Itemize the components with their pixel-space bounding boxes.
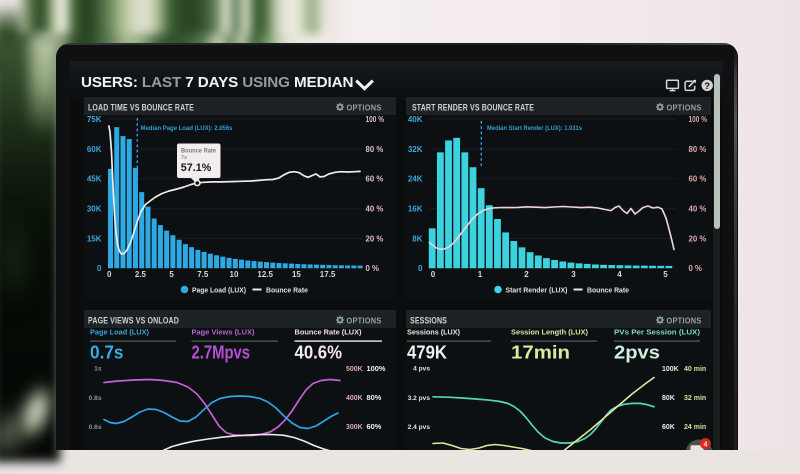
svg-text:16K: 16K [408, 205, 423, 214]
svg-text:12.5: 12.5 [257, 270, 273, 279]
svg-text:0: 0 [97, 264, 102, 273]
svg-text:?: ? [704, 81, 710, 92]
svg-text:OPTIONS: OPTIONS [667, 102, 702, 112]
svg-text:20 %: 20 % [689, 234, 707, 243]
svg-text:2.4 pvs: 2.4 pvs [408, 424, 431, 431]
svg-text:100%: 100% [367, 364, 386, 373]
svg-text:Bounce Rate: Bounce Rate [587, 285, 629, 294]
svg-text:32 min: 32 min [684, 395, 706, 402]
svg-text:4: 4 [617, 270, 622, 279]
svg-text:15: 15 [292, 270, 301, 279]
svg-text:PAGE VIEWS VS ONLOAD: PAGE VIEWS VS ONLOAD [88, 316, 179, 326]
svg-text:Bounce Rate: Bounce Rate [181, 148, 217, 155]
svg-text:0: 0 [107, 270, 112, 279]
svg-text:40K: 40K [408, 115, 423, 124]
svg-text:300K: 300K [346, 424, 363, 431]
svg-text:75K: 75K [87, 115, 102, 124]
svg-text:400K: 400K [346, 395, 363, 402]
svg-text:Sessions (LUX): Sessions (LUX) [407, 328, 460, 337]
svg-text:PVs Per Session (LUX): PVs Per Session (LUX) [614, 328, 701, 337]
svg-text:100 %: 100 % [689, 115, 708, 124]
svg-text:0 %: 0 % [366, 264, 380, 273]
svg-text:0: 0 [431, 270, 436, 279]
svg-text:100 %: 100 % [366, 115, 385, 124]
svg-text:Start Render (LUX): Start Render (LUX) [506, 285, 568, 294]
svg-text:LOAD TIME VS BOUNCE RATE: LOAD TIME VS BOUNCE RATE [88, 103, 194, 113]
svg-text:Bounce Rate (LUX): Bounce Rate (LUX) [295, 328, 362, 337]
svg-text:60K: 60K [662, 424, 675, 431]
svg-text:2pvs: 2pvs [614, 342, 660, 363]
svg-text:7.5: 7.5 [197, 270, 209, 279]
svg-text:Session Length (LUX): Session Length (LUX) [511, 328, 588, 337]
svg-text:40 %: 40 % [366, 205, 384, 214]
svg-text:80 %: 80 % [366, 145, 384, 154]
svg-text:0.8s: 0.8s [89, 395, 102, 402]
svg-text:4 pvs: 4 pvs [413, 366, 430, 373]
svg-text:Bounce Rate: Bounce Rate [266, 285, 308, 294]
svg-text:45K: 45K [87, 175, 102, 184]
svg-text:57.1%: 57.1% [181, 162, 212, 174]
svg-text:4: 4 [703, 441, 707, 448]
svg-text:80K: 80K [662, 395, 675, 402]
svg-text:0: 0 [418, 264, 423, 273]
svg-text:3.2 pvs: 3.2 pvs [408, 395, 431, 402]
svg-text:20 %: 20 % [366, 234, 384, 243]
svg-text:Page Load (LUX): Page Load (LUX) [90, 328, 149, 337]
svg-text:7s: 7s [181, 155, 187, 161]
svg-text:2: 2 [524, 270, 529, 279]
svg-text:17min: 17min [511, 342, 570, 363]
svg-text:OPTIONS: OPTIONS [347, 102, 382, 112]
svg-text:3: 3 [571, 270, 576, 279]
svg-text:40.6%: 40.6% [295, 342, 343, 363]
svg-text:0.7s: 0.7s [90, 342, 124, 363]
svg-text:17.5: 17.5 [320, 270, 336, 279]
svg-text:START RENDER VS BOUNCE RATE: START RENDER VS BOUNCE RATE [412, 103, 534, 113]
svg-text:60%: 60% [367, 422, 382, 431]
svg-text:0.6s: 0.6s [89, 424, 102, 431]
svg-text:100K: 100K [662, 366, 679, 373]
svg-text:Median Page Load (LUX): 2.056s: Median Page Load (LUX): 2.056s [141, 125, 233, 132]
svg-text:80%: 80% [367, 393, 382, 402]
svg-text:24K: 24K [408, 175, 423, 184]
svg-text:2.5: 2.5 [135, 270, 147, 279]
svg-text:SESSIONS: SESSIONS [410, 316, 447, 326]
svg-text:60K: 60K [87, 145, 102, 154]
svg-text:30K: 30K [87, 205, 102, 214]
svg-text:OPTIONS: OPTIONS [667, 315, 702, 325]
svg-text:500K: 500K [346, 366, 363, 373]
svg-text:40 min: 40 min [684, 366, 706, 373]
svg-text:80 %: 80 % [689, 145, 707, 154]
svg-text:OPTIONS: OPTIONS [347, 315, 382, 325]
svg-text:5: 5 [663, 270, 668, 279]
svg-text:15K: 15K [87, 234, 102, 243]
svg-text:8K: 8K [412, 234, 422, 243]
svg-text:Median Start Render (LUX): 1.0: Median Start Render (LUX): 1.031s [487, 125, 582, 132]
svg-text:1s: 1s [94, 366, 102, 373]
svg-text:60 %: 60 % [689, 175, 707, 184]
svg-text:40 %: 40 % [689, 205, 707, 214]
svg-text:10: 10 [230, 270, 239, 279]
svg-text:0 %: 0 % [689, 264, 703, 273]
svg-text:24 min: 24 min [684, 424, 706, 431]
svg-text:60 %: 60 % [366, 175, 384, 184]
svg-text:Page Load (LUX): Page Load (LUX) [192, 285, 246, 294]
svg-text:1: 1 [478, 270, 483, 279]
svg-text:479K: 479K [407, 342, 448, 363]
svg-text:2.7Mpvs: 2.7Mpvs [192, 342, 251, 363]
svg-text:Page Views (LUX): Page Views (LUX) [192, 328, 255, 337]
svg-text:32K: 32K [408, 145, 423, 154]
svg-text:5: 5 [169, 270, 174, 279]
